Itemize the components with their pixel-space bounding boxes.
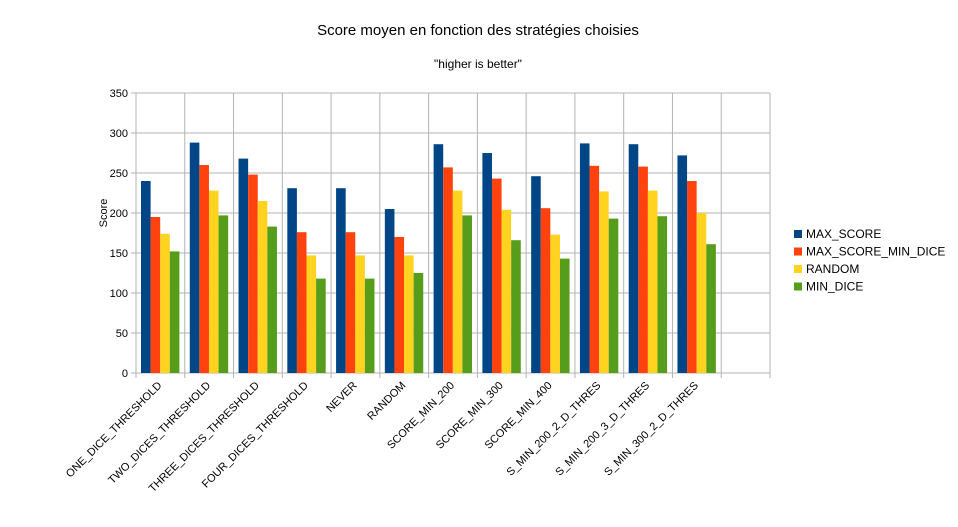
legend-swatch <box>794 247 802 256</box>
bar-max-score <box>238 158 249 373</box>
bar-min-dice <box>169 251 180 373</box>
bar-max-score-min-dice <box>491 178 502 373</box>
bar-max-score-min-dice <box>199 165 209 373</box>
legend-swatch <box>794 282 802 291</box>
x-tick-label: ONE_DICE_THRESHOLD <box>64 380 165 481</box>
legend-swatch <box>794 265 802 273</box>
bar-random <box>452 190 463 373</box>
bar-min-dice <box>511 240 521 373</box>
bar-max-score-min-dice <box>296 232 307 373</box>
bar-max-score <box>677 155 688 373</box>
legend-label: MAX_SCORE_MIN_DICE <box>806 245 945 259</box>
y-axis-label: Score <box>98 199 110 228</box>
bar-min-dice <box>462 215 473 373</box>
bar-min-dice <box>657 216 668 373</box>
bar-random <box>404 255 414 373</box>
y-tick-label: 100 <box>110 288 128 300</box>
bar-min-dice <box>218 215 229 373</box>
bar-random <box>160 233 170 373</box>
bar-min-dice <box>608 218 619 373</box>
bar-random <box>306 255 317 373</box>
bar-max-score-min-dice <box>540 208 551 373</box>
bar-max-score-min-dice <box>248 174 258 373</box>
bar-max-score <box>482 153 492 373</box>
bar-max-score <box>628 144 639 373</box>
bar-max-score <box>287 188 297 373</box>
chart-title: Score moyen en fonction des stratégies c… <box>317 22 639 39</box>
x-tick-label: TWO_DICES_THRESHOLD <box>106 380 213 487</box>
bar-max-score <box>433 144 444 373</box>
bar-max-score-min-dice <box>150 217 161 373</box>
bars <box>141 142 716 373</box>
bar-random <box>355 255 365 373</box>
bar-random <box>599 191 609 373</box>
bar-max-score <box>189 142 200 373</box>
y-tick-label: 0 <box>122 368 128 380</box>
bar-min-dice <box>267 226 277 373</box>
x-tick-label: S_MIN_200_3_D_THRES <box>553 380 652 479</box>
bar-max-score-min-dice <box>345 232 356 373</box>
bar-random <box>696 213 707 373</box>
bar-max-score <box>141 181 151 373</box>
bar-max-score <box>579 143 590 373</box>
legend-label: RANDOM <box>806 262 859 276</box>
bar-max-score <box>384 209 395 373</box>
bar-max-score-min-dice <box>589 165 600 373</box>
bar-min-dice <box>364 278 375 373</box>
bar-max-score <box>336 188 346 373</box>
bar-min-dice <box>316 278 326 373</box>
bar-random <box>550 234 560 373</box>
x-tick-label: FOUR_DICES_THRESHOLD <box>200 380 311 491</box>
y-tick-label: 50 <box>116 328 128 340</box>
y-tick-labels: 0 50 100 150 200 250 300 350 <box>110 88 128 380</box>
y-tick-label: 250 <box>110 168 128 180</box>
bar-max-score-min-dice <box>394 237 405 373</box>
bar-random <box>257 201 268 373</box>
legend-swatch <box>794 230 802 238</box>
bar-max-score <box>531 176 541 373</box>
y-tick-label: 200 <box>110 208 128 220</box>
legend: MAX_SCORE MAX_SCORE_MIN_DICE RANDOM MIN_DIC… <box>794 227 945 294</box>
y-tick-label: 350 <box>110 88 128 100</box>
x-tick-labels: ONE_DICE_THRESHOLDTWO_DICES_THRESHOLDTHR… <box>64 380 701 495</box>
bar-min-dice <box>706 244 716 373</box>
bar-min-dice <box>559 258 570 373</box>
chart-subtitle: "higher is better" <box>434 57 522 71</box>
legend-label: MIN_DICE <box>806 280 863 294</box>
x-tick-label: S_MIN_300_2_D_THRES <box>602 380 701 479</box>
bar-max-score-min-dice <box>443 167 453 373</box>
x-tick-label: RANDOM <box>365 380 408 423</box>
bar-max-score-min-dice <box>687 181 697 373</box>
legend-label: MAX_SCORE <box>806 227 881 241</box>
bar-random <box>501 209 512 373</box>
bar-max-score-min-dice <box>638 166 648 373</box>
bar-random <box>208 190 219 373</box>
y-tick-label: 150 <box>110 248 128 260</box>
x-tick-label: NEVER <box>324 380 359 415</box>
y-tick-label: 300 <box>110 128 128 140</box>
bar-min-dice <box>413 273 424 373</box>
x-tick-label: S_MIN_200_2_D_THRES <box>505 380 604 479</box>
bar-random <box>647 190 658 373</box>
